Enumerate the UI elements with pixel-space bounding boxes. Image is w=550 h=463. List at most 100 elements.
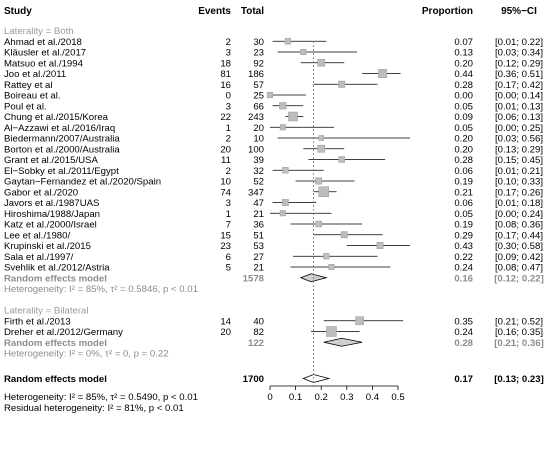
study-proportion: 0.19 [454,177,473,188]
study-events: 81 [220,69,231,80]
study-ci: [0.08; 0.47] [495,263,543,274]
study-ci: [0.36; 0.51] [495,69,543,80]
study-ci: [0.08; 0.36] [495,220,543,231]
study-proportion: 0.07 [454,37,473,48]
study-marker [355,316,364,326]
subgroup-proportion: 0.28 [454,338,473,349]
study-marker [328,264,335,270]
header-study: Study [4,6,32,17]
study-events: 3 [226,48,231,59]
subgroup-total: 122 [248,338,264,349]
header-total: Total [241,6,264,17]
study-name: Boireau et al. [4,91,61,102]
subgroup-ci: [0.12; 0.22] [494,273,544,284]
study-total: 47 [253,198,264,209]
header-ci: 95%−CI [501,6,537,17]
study-proportion: 0.24 [454,263,473,274]
study-proportion: 0.09 [454,112,473,123]
study-total: 186 [248,69,264,80]
study-proportion: 0.05 [454,123,473,134]
subgroup-heterogeneity: Heterogeneity: I² = 0%, τ² = 0, p = 0.22 [4,349,169,360]
study-ci: [0.01; 0.21] [495,166,543,177]
study-ci: [0.03; 0.56] [495,134,543,145]
study-proportion: 0.24 [454,327,473,338]
study-ci: [0.30; 0.58] [495,241,543,252]
study-events: 10 [220,177,231,188]
study-events: 15 [220,230,231,241]
study-marker [279,210,286,217]
study-marker [282,199,289,206]
study-ci: [0.09; 0.42] [495,252,543,263]
study-events: 16 [220,80,231,91]
subgroup-label: Laterality = Bilateral [4,306,89,317]
study-ci: [0.17; 0.44] [495,230,543,241]
study-name: Dreher et al./2012/Germany [4,327,123,338]
x-axis-tick-label: 0.1 [289,392,302,403]
study-events: 1 [226,123,231,134]
overall-total: 1700 [243,374,264,385]
study-proportion: 0.00 [454,91,473,102]
overall-heterogeneity: Heterogeneity: I² = 85%, τ² = 0.5490, p … [4,392,198,403]
study-total: 25 [253,91,264,102]
overall-ci: [0.13; 0.23] [494,374,544,385]
study-events: 7 [226,220,231,231]
study-name: Matsuo et al./1994 [4,58,84,69]
study-events: 22 [220,112,231,123]
subgroup-label: Laterality = Both [4,26,74,37]
study-ci: [0.10; 0.33] [495,177,543,188]
study-ci: [0.00; 0.14] [495,91,543,102]
study-name: Svehlik et al./2012/Astria [4,263,110,274]
study-proportion: 0.19 [454,220,473,231]
study-ci: [0.17; 0.26] [495,187,543,198]
study-total: 51 [253,230,264,241]
study-ci: [0.21; 0.52] [495,316,543,327]
study-events: 11 [221,155,231,166]
study-name: Firth et al./2013 [4,316,71,327]
study-events: 3 [226,198,231,209]
study-marker [326,326,337,337]
study-name: Kläusler et al./2017 [4,48,86,59]
study-marker [279,124,286,131]
study-proportion: 0.44 [454,69,473,80]
study-total: 82 [253,327,264,338]
study-marker [315,177,323,185]
study-ci: [0.01; 0.13] [495,101,543,112]
study-total: 20 [253,123,264,134]
study-ci: [0.01; 0.18] [495,198,543,209]
study-proportion: 0.28 [454,80,473,91]
x-axis-tick-label: 0.3 [340,392,353,403]
study-total: 347 [248,187,264,198]
x-axis-tick-label: 0.2 [315,392,328,403]
study-events: 14 [220,316,231,327]
study-proportion: 0.29 [454,230,473,241]
study-name: Katz et al./2000/Israel [4,220,97,231]
study-marker [266,91,274,99]
study-name: Al−Azzawi et al./2016/Iraq [4,123,115,134]
study-total: 100 [248,144,264,155]
study-ci: [0.03; 0.34] [495,48,543,59]
study-marker [288,111,298,122]
study-ci: [0.00; 0.25] [495,123,543,134]
study-marker [318,186,330,197]
study-total: 30 [253,37,264,48]
x-axis-tick-label: 0.4 [366,392,380,403]
study-total: 66 [253,101,264,112]
study-events: 2 [226,166,231,177]
study-total: 23 [253,48,264,59]
study-ci: [0.15; 0.45] [495,155,543,166]
study-total: 243 [248,112,264,123]
study-total: 52 [253,177,264,188]
study-events: 0 [226,91,231,102]
study-proportion: 0.05 [454,209,473,220]
study-ci: [0.13; 0.29] [495,144,543,155]
study-events: 2 [226,134,231,145]
study-total: 10 [253,134,264,145]
study-marker [323,253,330,260]
study-name: Javors et al./1987UAS [4,198,99,209]
overall-heterogeneity: Residual heterogeneity: I² = 81%, p < 0.… [4,403,184,414]
study-events: 2 [226,37,231,48]
study-proportion: 0.06 [454,198,473,209]
subgroup-ci: [0.21; 0.36] [494,338,544,349]
